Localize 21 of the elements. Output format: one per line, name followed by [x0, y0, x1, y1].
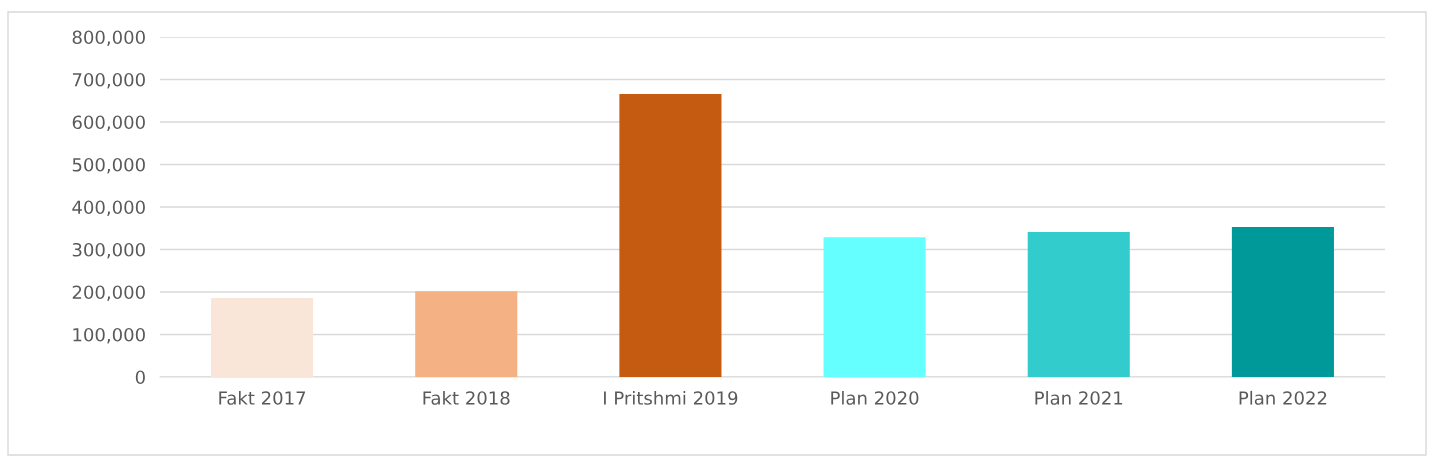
y-tick-label: 100,000 [73, 327, 145, 344]
bar [211, 297, 314, 377]
x-tick-label: Plan 2020 [831, 390, 919, 405]
y-tick-label: 600,000 [72, 115, 145, 131]
x-tick-label: I Pritshmi 2019 [604, 390, 738, 405]
y-tick-label: 800,000 [72, 30, 145, 46]
bar [415, 291, 518, 377]
x-tick-label: Plan 2022 [1239, 390, 1327, 405]
bar [1231, 226, 1334, 377]
y-tick-label: 500,000 [72, 157, 145, 174]
bar [823, 237, 926, 377]
y-tick-label: 400,000 [72, 200, 145, 216]
x-tick-label: Fakt 2017 [219, 390, 306, 405]
y-tick-label: 200,000 [72, 285, 145, 301]
y-tick-label: 700,000 [72, 72, 145, 89]
bar [1027, 232, 1130, 377]
y-tick-label: 300,000 [72, 242, 145, 259]
x-tick-label: Plan 2021 [1035, 390, 1123, 405]
y-tick-label: 0 [135, 370, 145, 385]
bar [619, 93, 722, 377]
x-tick-label: Fakt 2018 [423, 390, 510, 405]
